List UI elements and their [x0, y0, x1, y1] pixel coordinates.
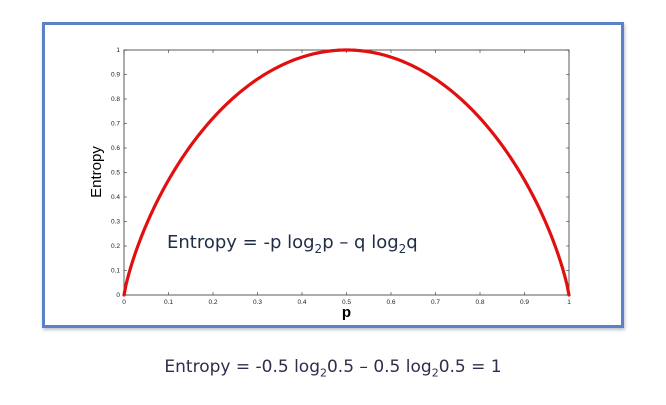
y-tick-label: 0.4 — [111, 194, 120, 201]
y-tick-label: 0 — [116, 292, 120, 299]
y-tick-label: 0.1 — [111, 268, 120, 275]
formula-annotation: Entropy = -p log2p – q log2q — [167, 232, 418, 256]
plot-area — [123, 49, 570, 296]
entropy-example-formula: Entropy = -0.5 log20.5 – 0.5 log20.5 = 1 — [164, 357, 502, 380]
y-axis-label: Entropy — [88, 146, 105, 198]
x-tick-label: 0.6 — [386, 299, 395, 306]
y-axis-ticks: 0 0.1 0.2 0.3 0.4 0.5 0.6 0.7 0.8 0.9 1 — [111, 47, 569, 299]
y-tick-label: 0.9 — [111, 72, 120, 79]
y-tick-label: 0.6 — [111, 145, 120, 152]
y-tick-label: 0.7 — [111, 121, 120, 128]
y-tick-label: 1 — [116, 47, 120, 54]
x-tick-label: 0 — [122, 299, 126, 306]
x-axis-label: p — [342, 304, 351, 321]
chart-frame: 0 0.1 0.2 0.3 0.4 0.5 0.6 0.7 0.8 0.9 1 0 0.1 0.2 0.3… — [42, 22, 624, 328]
x-tick-label: 0.2 — [208, 299, 217, 306]
entropy-chart: 0 0.1 0.2 0.3 0.4 0.5 0.6 0.7 0.8 0.9 1 0 0.1 0.2 0.3… — [88, 47, 571, 321]
x-tick-label: 0.7 — [431, 299, 440, 306]
x-tick-label: 0.9 — [520, 299, 529, 306]
y-tick-label: 0.5 — [111, 170, 120, 177]
x-tick-label: 0.5 — [342, 299, 351, 306]
x-tick-label: 1 — [567, 299, 571, 306]
x-tick-label: 0.1 — [164, 299, 173, 306]
x-tick-label: 0.8 — [475, 299, 484, 306]
y-tick-label: 0.3 — [111, 219, 120, 226]
x-axis-ticks: 0 0.1 0.2 0.3 0.4 0.5 0.6 0.7 0.8 0.9 1 — [122, 50, 571, 306]
y-tick-label: 0.8 — [111, 96, 120, 103]
x-tick-label: 0.3 — [253, 299, 262, 306]
y-tick-label: 0.2 — [111, 243, 120, 250]
x-tick-label: 0.4 — [297, 299, 306, 306]
entropy-curve — [122, 48, 571, 297]
